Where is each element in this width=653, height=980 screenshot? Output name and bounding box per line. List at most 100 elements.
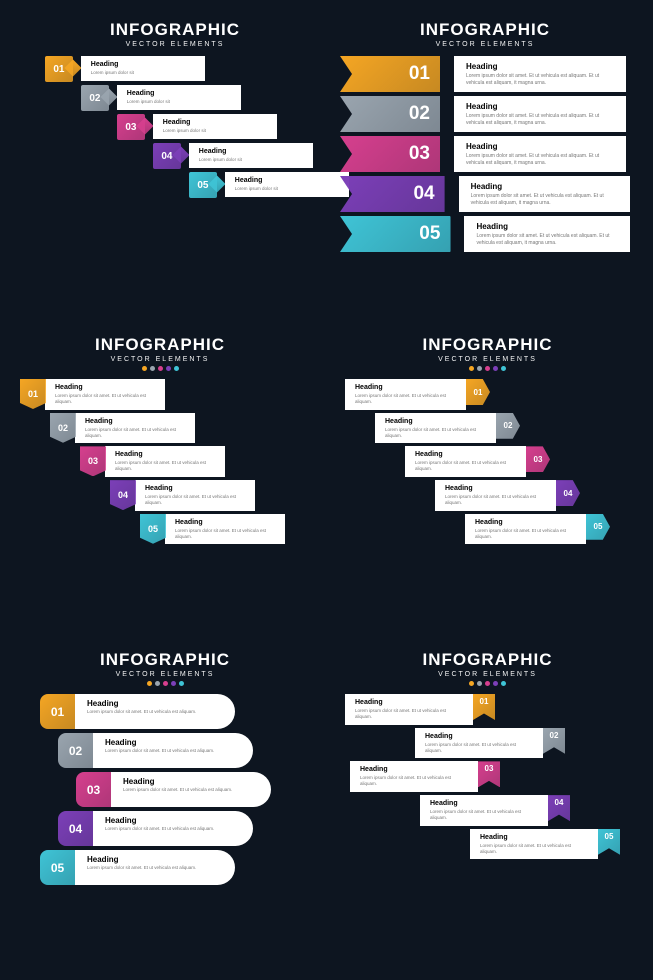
dots	[20, 366, 300, 371]
step-heading: Heading	[475, 519, 576, 526]
step: 03HeadingLorem ipsum dolor sit	[117, 114, 277, 140]
steps-container: 01HeadingLorem ipsum dolor sit amet. Et …	[20, 379, 300, 544]
step-heading: Heading	[105, 816, 241, 825]
number-tab: 03	[80, 446, 106, 476]
step: HeadingLorem ipsum dolor sit amet. Et ut…	[345, 694, 495, 725]
number-tab: 02	[543, 728, 565, 754]
step-card: HeadingLorem ipsum dolor sit amet. Et ut…	[45, 379, 165, 410]
ribbon-badge: 04	[340, 176, 445, 212]
step-heading: Heading	[476, 222, 618, 231]
ribbon-badge: 05	[340, 216, 450, 252]
step-card: Heading Lorem ipsum dolor sit amet. Et ut…	[415, 728, 543, 759]
subtitle: VECTOR ELEMENTS	[40, 671, 290, 678]
step-heading: Heading	[360, 766, 468, 773]
title: INFOGRAPHIC	[45, 20, 305, 40]
step-text: Lorem ipsum dolor sit amet. Et ut vehicu…	[466, 73, 614, 86]
step-heading: Heading	[480, 834, 588, 841]
step-heading: Heading	[355, 384, 456, 391]
step-card: HeadingLorem ipsum dolor sit amet. Et ut…	[75, 413, 195, 444]
infographic-v1: INFOGRAPHIC VECTOR ELEMENTS 01HeadingLor…	[45, 20, 305, 201]
step-heading: Heading	[87, 855, 223, 864]
number-badge: 05	[189, 172, 217, 198]
step-card: HeadingLorem ipsum dolor sit amet. Et ut…	[75, 694, 235, 729]
step-card: Heading Lorem ipsum dolor sit amet. Et ut…	[465, 514, 586, 545]
number-badge: 03	[76, 772, 111, 807]
step-card: HeadingLorem ipsum dolor sit amet. Et ut…	[105, 446, 225, 477]
step-text: Lorem ipsum dolor sit	[163, 128, 267, 134]
infographic-v3: INFOGRAPHIC VECTOR ELEMENTS 01HeadingLor…	[20, 335, 300, 547]
number-tab: 04	[556, 480, 580, 506]
number-badge: 05	[40, 850, 75, 885]
step: 01HeadingLorem ipsum dolor sit amet. Et …	[20, 379, 165, 410]
step-text: Lorem ipsum dolor sit amet. Et ut vehicu…	[425, 742, 533, 754]
step-heading: Heading	[471, 182, 618, 191]
steps-container: 01HeadingLorem ipsum dolor sit amet. Et …	[340, 56, 630, 252]
steps-container: Heading Lorem ipsum dolor sit amet. Et ut…	[345, 694, 630, 859]
step: 04HeadingLorem ipsum dolor sit amet. Et …	[110, 480, 255, 511]
step: 01HeadingLorem ipsum dolor sit amet. Et …	[40, 694, 235, 729]
step-card: HeadingLorem ipsum dolor sit amet. Et ut…	[111, 772, 271, 807]
step-card: HeadingLorem ipsum dolor sit	[189, 143, 313, 168]
step-heading: Heading	[145, 485, 245, 492]
step-text: Lorem ipsum dolor sit amet. Et ut vehicu…	[115, 460, 215, 472]
title: INFOGRAPHIC	[340, 20, 630, 40]
step: 02HeadingLorem ipsum dolor sit amet. Et …	[50, 413, 195, 444]
dots	[345, 366, 630, 371]
infographic-v5: INFOGRAPHIC VECTOR ELEMENTS 01HeadingLor…	[40, 650, 290, 889]
step: HeadingLorem ipsum dolor sit amet. Et ut…	[345, 379, 490, 410]
dots	[40, 681, 290, 686]
step-text: Lorem ipsum dolor sit	[91, 70, 195, 76]
step-text: Lorem ipsum dolor sit amet. Et ut vehicu…	[480, 843, 588, 855]
step-card: HeadingLorem ipsum dolor sit amet. Et ut…	[75, 850, 235, 885]
subtitle: VECTOR ELEMENTS	[345, 671, 630, 678]
step-text: Lorem ipsum dolor sit amet. Et ut vehicu…	[123, 787, 259, 793]
step: 03 Heading Lorem ipsum dolor sit amet. Et …	[340, 136, 630, 172]
number-badge: 04	[58, 811, 93, 846]
step-heading: Heading	[466, 102, 614, 111]
number-badge: 04	[153, 143, 181, 169]
step-text: Lorem ipsum dolor sit amet. Et ut vehicu…	[87, 709, 223, 715]
step-text: Lorem ipsum dolor sit amet. Et ut vehicu…	[55, 393, 155, 405]
step-text: Lorem ipsum dolor sit amet. Et ut vehicu…	[476, 233, 618, 246]
number-badge: 01	[40, 694, 75, 729]
header: INFOGRAPHIC VECTOR ELEMENTS	[20, 335, 300, 371]
step-card: HeadingLorem ipsum dolor sit amet. Et ut…	[435, 480, 556, 511]
infographic-v4: INFOGRAPHIC VECTOR ELEMENTS HeadingLorem…	[345, 335, 630, 547]
ribbon-badge: 03	[340, 136, 440, 172]
step-number: 03	[409, 143, 430, 165]
infographic-v2: INFOGRAPHIC VECTOR ELEMENTS 01HeadingLor…	[340, 20, 630, 256]
number-tab: 05	[598, 829, 620, 855]
step-text: Lorem ipsum dolor sit amet. Et ut vehicu…	[415, 460, 516, 472]
number-tab: 04	[548, 795, 570, 821]
header: INFOGRAPHIC VECTOR ELEMENTS	[45, 20, 305, 48]
step-text: Lorem ipsum dolor sit amet. Et ut vehicu…	[466, 113, 614, 126]
step-card: HeadingLorem ipsum dolor sit amet. Et ut…	[345, 694, 473, 725]
steps-container: Heading Lorem ipsum dolor sit amet. Et ut…	[345, 379, 630, 544]
step-heading: Heading	[163, 119, 267, 126]
title: INFOGRAPHIC	[40, 650, 290, 670]
step-heading: Heading	[425, 733, 533, 740]
step-heading: Heading	[466, 142, 614, 151]
subtitle: VECTOR ELEMENTS	[340, 41, 630, 48]
title: INFOGRAPHIC	[345, 335, 630, 355]
step-card: HeadingLorem ipsum dolor sit amet. Et ut…	[459, 176, 630, 212]
step-heading: Heading	[87, 699, 223, 708]
step: Heading Lorem ipsum dolor sit amet. Et ut…	[470, 829, 620, 860]
step-heading: Heading	[415, 451, 516, 458]
step-card: HeadingLorem ipsum dolor sit amet. Et ut…	[345, 379, 466, 410]
step-text: Lorem ipsum dolor sit amet. Et ut vehicu…	[145, 494, 245, 506]
step-text: Lorem ipsum dolor sit amet. Et ut vehicu…	[466, 153, 614, 166]
step: 05HeadingLorem ipsum dolor sit	[189, 172, 349, 198]
step: 04 HeadingLorem ipsum dolor sit amet. Et …	[58, 811, 253, 846]
step-card: Heading Lorem ipsum dolor sit amet. Et ut…	[135, 480, 255, 511]
step-text: Lorem ipsum dolor sit	[199, 157, 303, 163]
step-text: Lorem ipsum dolor sit amet. Et ut vehicu…	[105, 826, 241, 832]
steps-container: 01HeadingLorem ipsum dolor sit amet. Et …	[40, 694, 290, 885]
step-text: Lorem ipsum dolor sit	[235, 186, 339, 192]
step-text: Lorem ipsum dolor sit amet. Et ut vehicu…	[475, 528, 576, 540]
step-card: HeadingLorem ipsum dolor sit	[81, 56, 205, 81]
step-card: Heading Lorem ipsum dolor sit amet. Et ut…	[470, 829, 598, 860]
number-tab: 01	[473, 694, 495, 720]
step-heading: Heading	[355, 699, 463, 706]
step-card: Heading Lorem ipsum dolor sit amet. Et ut…	[454, 136, 626, 172]
